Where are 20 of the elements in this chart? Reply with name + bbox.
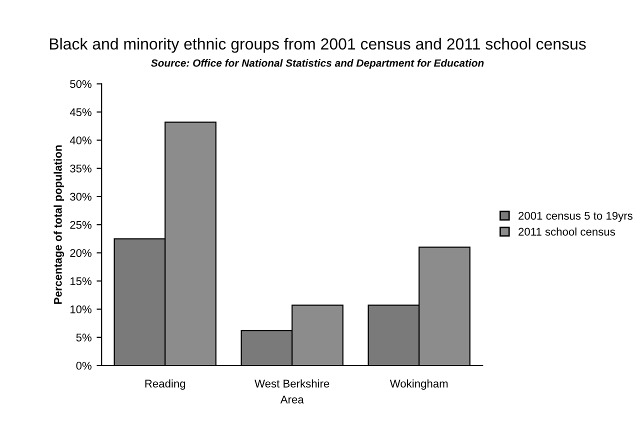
legend-label: 2011 school census: [518, 228, 615, 236]
y-tick-label: 5%: [76, 334, 92, 342]
chart-subtitle: Source: Office for National Statistics and Department for Education: [151, 59, 484, 69]
legend-label: 2001 census 5 to 19yrs: [518, 212, 632, 222]
y-tick-label: 30%: [70, 192, 92, 201]
x-tick-label: West Berkshire: [254, 379, 330, 388]
y-tick-label: 25%: [70, 220, 92, 229]
y-tick-label: 50%: [70, 80, 92, 88]
y-tick-label: 20%: [70, 249, 92, 257]
y-tick-label: 10%: [70, 305, 92, 314]
chart-title: Black and minority ethnic groups from 2001 census and 2011 school census: [50, 38, 586, 53]
x-axis-title: Area: [280, 396, 304, 404]
y-tick-label: 45%: [70, 108, 92, 116]
y-tick-label: 15%: [70, 277, 92, 286]
y-tick-label: 35%: [70, 164, 92, 172]
y-axis-title: Percentage of total population: [54, 145, 64, 304]
x-tick-label: Wokingham: [390, 379, 448, 390]
y-tick-label: 40%: [70, 136, 92, 144]
x-tick-label: Reading: [145, 379, 186, 390]
y-tick-label: 0%: [76, 362, 92, 370]
